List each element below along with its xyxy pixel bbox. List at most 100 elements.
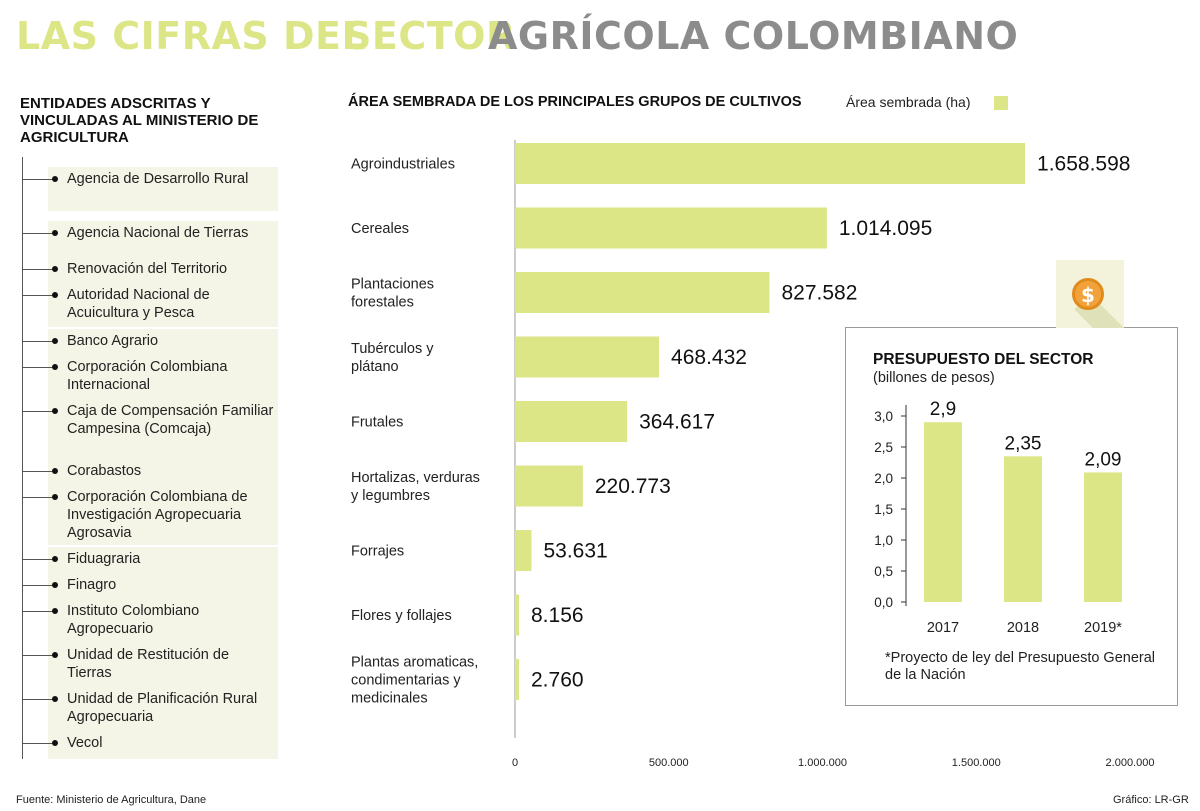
dollar-coin-icon: $ xyxy=(1072,278,1104,310)
entity-item: Caja de Compensación Familiar Campesina … xyxy=(22,399,278,459)
bullet-dot-icon xyxy=(52,364,58,370)
bullet-dot-icon xyxy=(52,408,58,414)
source-note: Fuente: Ministerio de Agricultura, Dane xyxy=(16,794,207,806)
area-bar xyxy=(515,530,532,571)
area-bar xyxy=(515,143,1026,184)
bullet-dot-icon xyxy=(52,494,58,500)
entity-branch xyxy=(22,655,54,656)
category-label-line: Forrajes xyxy=(351,544,404,560)
category-label-line: y legumbres xyxy=(351,488,430,504)
x-tick-label: 1.000.000 xyxy=(798,757,847,769)
category-label-line: plátano xyxy=(351,359,399,375)
entity-branch xyxy=(22,367,54,368)
bullet-dot-icon xyxy=(52,652,58,658)
budget-subtitle: (billones de pesos) xyxy=(873,370,995,386)
budget-title: PRESUPUESTO DEL SECTOR xyxy=(873,351,1094,368)
category-label-line: Tubérculos y xyxy=(351,341,434,357)
category-label-line: Flores y follajes xyxy=(351,608,452,624)
category-label: Agroindustriales xyxy=(351,157,455,173)
entity-item-label: Renovación del Territorio xyxy=(67,261,228,277)
entity-item-bg xyxy=(48,573,278,599)
area-bar xyxy=(515,659,519,700)
entity-item-label: Agencia Nacional de Tierras xyxy=(67,225,249,241)
entity-branch xyxy=(22,341,54,342)
category-label: Cereales xyxy=(351,221,409,237)
category-label-line: Hortalizas, verduras xyxy=(351,470,480,486)
budget-note: *Proyecto de ley del Presupuesto General… xyxy=(885,650,1156,683)
bullet-dot-icon xyxy=(52,266,58,272)
entity-item: Vecol xyxy=(22,731,278,759)
entities-heading: ENTIDADES ADSCRITAS Y VINCULADAS AL MINI… xyxy=(20,95,259,146)
entity-item-label: Autoridad Nacional de Acuicultura y Pesc… xyxy=(67,287,210,321)
bullet-dot-icon xyxy=(52,582,58,588)
legend-swatch xyxy=(994,96,1008,110)
entity-item: Banco Agrario xyxy=(22,329,278,355)
title-bar: LAS CIFRAS DEL SECTOR AGRÍCOLA COLOMBIAN… xyxy=(0,0,1200,70)
bullet-dot-icon xyxy=(52,230,58,236)
entity-item-label: Caja de Compensación Familiar Campesina … xyxy=(67,403,274,437)
entity-item-label: Corabastos xyxy=(67,463,142,479)
entity-branch xyxy=(22,497,54,498)
title-part-c: AGRÍCOLA COLOMBIANO xyxy=(488,14,1019,58)
entity-item: Unidad de Planificación Rural Agropecuar… xyxy=(22,687,278,731)
area-bar xyxy=(515,336,660,378)
entity-branch xyxy=(22,585,54,586)
entity-item-label: Vecol xyxy=(67,735,103,751)
category-label-line: Plantas aromaticas, xyxy=(351,655,478,671)
entity-item-bg xyxy=(48,257,278,283)
entity-item-bg xyxy=(48,355,278,399)
entity-item: Corabastos xyxy=(22,459,278,485)
entity-branch xyxy=(22,471,54,472)
chart-title: ÁREA SEMBRADA DE LOS PRINCIPALES GRUPOS … xyxy=(348,94,802,110)
entity-item: Fiduagraria xyxy=(22,547,278,573)
bar-value-label: 364.617 xyxy=(639,411,715,434)
category-label: Plantaciones forestales xyxy=(351,277,434,311)
legend-label: Área sembrada (ha) xyxy=(846,94,971,110)
bullet-dot-icon xyxy=(52,696,58,702)
entity-branch xyxy=(22,269,54,270)
x-tick-label: 2.000.000 xyxy=(1106,757,1155,769)
entity-item-bg xyxy=(48,485,278,545)
entity-item: Finagro xyxy=(22,573,278,599)
entity-item-label: Fiduagraria xyxy=(67,551,141,567)
bar-value-label: 1.658.598 xyxy=(1037,153,1130,176)
x-tick-label: 500.000 xyxy=(649,757,689,769)
bullet-dot-icon xyxy=(52,292,58,298)
entity-item-bg xyxy=(48,599,278,643)
entity-branch xyxy=(22,699,54,700)
entity-branch xyxy=(22,559,54,560)
entity-item-bg xyxy=(48,643,278,687)
category-label-line: condimentarias y xyxy=(351,673,461,689)
entity-item: Corporación Colombiana de Investigación … xyxy=(22,485,278,545)
category-label-line: forestales xyxy=(351,295,414,311)
x-tick-label: 1.500.000 xyxy=(952,757,1001,769)
entity-item-bg xyxy=(48,329,278,355)
entity-item-label: Unidad de Planificación Rural Agropecuar… xyxy=(67,691,258,725)
tree-line xyxy=(22,157,23,759)
entity-item-bg xyxy=(48,547,278,573)
entity-item-label: Finagro xyxy=(67,577,117,593)
entity-branch xyxy=(22,611,54,612)
entity-item-bg xyxy=(48,167,278,211)
entity-item-bg xyxy=(48,731,278,759)
entity-branch xyxy=(22,743,54,744)
credit-note: Gráfico: LR-GR xyxy=(1113,794,1189,806)
entity-branch xyxy=(22,411,54,412)
bar-value-label: 8.156 xyxy=(531,604,584,627)
category-label: Flores y follajes xyxy=(351,608,452,624)
entity-item: Agencia Nacional de Tierras xyxy=(22,221,278,257)
category-label: Forrajes xyxy=(351,544,404,560)
entity-item-label: Agencia de Desarrollo Rural xyxy=(67,171,249,187)
entity-item: Corporación Colombiana Internacional xyxy=(22,355,278,399)
entity-item-label: Banco Agrario xyxy=(67,333,159,349)
bar-value-label: 827.582 xyxy=(781,282,857,305)
entity-item-bg xyxy=(48,399,278,459)
title-part-a: LAS CIFRAS DEL xyxy=(16,14,367,58)
area-bar xyxy=(515,401,628,442)
category-label: Tubérculos y plátano xyxy=(351,341,434,375)
entity-item-label: Corporación Colombiana Internacional xyxy=(67,359,228,393)
bar-value-label: 53.631 xyxy=(543,540,607,563)
category-label: Frutales xyxy=(351,415,403,431)
bullet-dot-icon xyxy=(52,556,58,562)
category-label: Hortalizas, verduras y legumbres xyxy=(351,470,480,504)
